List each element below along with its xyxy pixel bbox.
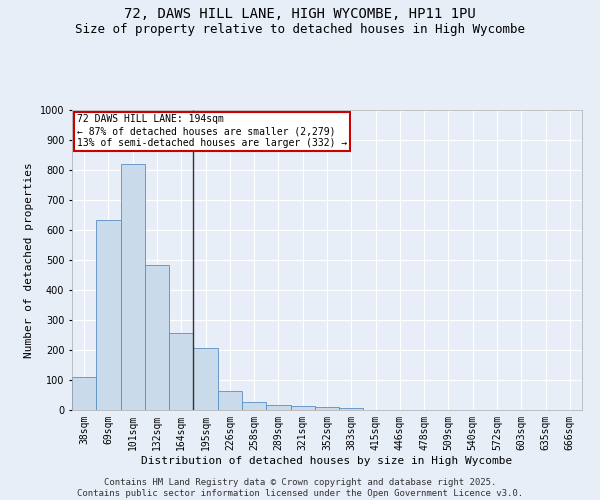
Bar [96, 220, 121, 410]
Bar [315, 407, 339, 410]
Bar [218, 390, 242, 410]
Bar [242, 402, 266, 410]
Y-axis label: Number of detached properties: Number of detached properties [25, 162, 34, 358]
Bar [266, 404, 290, 410]
Bar [145, 265, 169, 410]
Bar [290, 406, 315, 410]
X-axis label: Distribution of detached houses by size in High Wycombe: Distribution of detached houses by size … [142, 456, 512, 466]
Bar [121, 164, 145, 410]
Bar [339, 408, 364, 410]
Bar [72, 377, 96, 410]
Text: Contains HM Land Registry data © Crown copyright and database right 2025.
Contai: Contains HM Land Registry data © Crown c… [77, 478, 523, 498]
Text: Size of property relative to detached houses in High Wycombe: Size of property relative to detached ho… [75, 22, 525, 36]
Text: 72 DAWS HILL LANE: 194sqm
← 87% of detached houses are smaller (2,279)
13% of se: 72 DAWS HILL LANE: 194sqm ← 87% of detac… [77, 114, 347, 148]
Text: 72, DAWS HILL LANE, HIGH WYCOMBE, HP11 1PU: 72, DAWS HILL LANE, HIGH WYCOMBE, HP11 1… [124, 8, 476, 22]
Bar [169, 333, 193, 410]
Bar [193, 348, 218, 410]
